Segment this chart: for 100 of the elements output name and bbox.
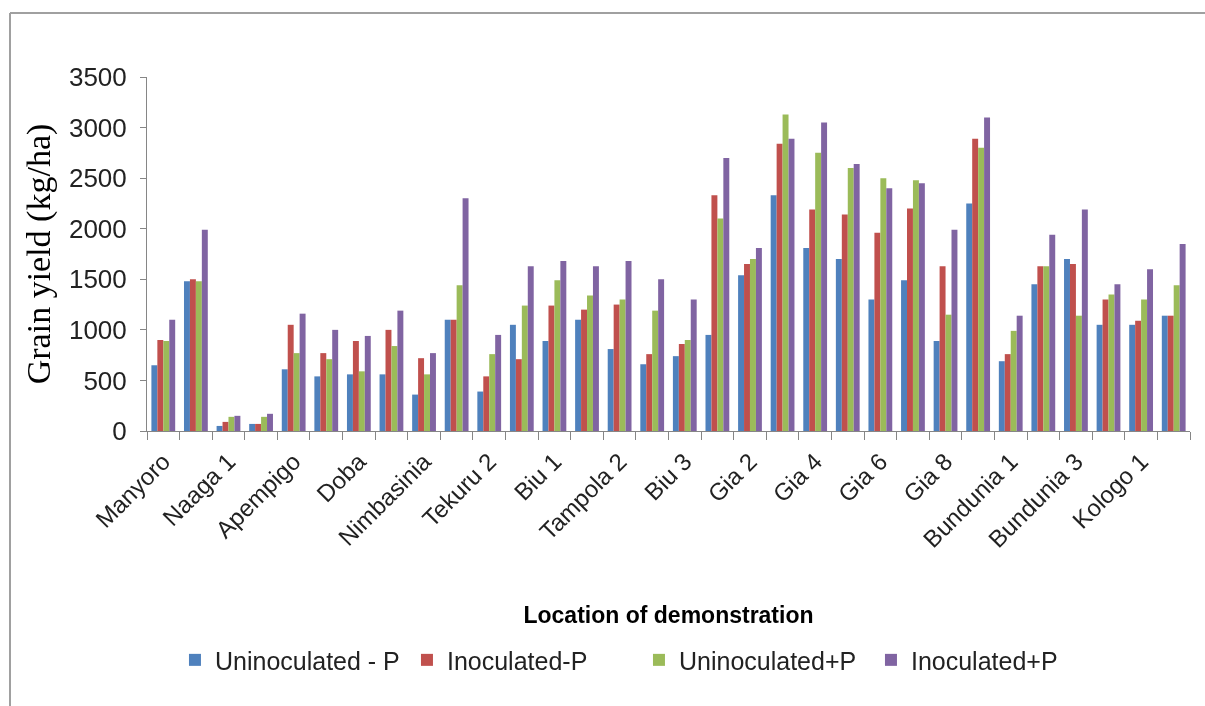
bar <box>575 319 582 431</box>
bar <box>809 209 816 431</box>
y-tick-label: 2000 <box>68 213 127 244</box>
bar <box>397 310 404 431</box>
bar <box>1037 266 1044 431</box>
bar <box>326 359 333 431</box>
bar <box>183 281 190 431</box>
bar <box>195 281 202 431</box>
bar <box>1129 324 1136 431</box>
bar <box>1167 315 1174 431</box>
bar <box>1135 320 1142 431</box>
bar <box>157 339 164 431</box>
bar <box>646 354 653 431</box>
bar <box>592 266 599 431</box>
bar <box>261 416 268 431</box>
bar <box>581 309 588 431</box>
bar <box>972 138 979 431</box>
bar <box>352 340 359 431</box>
bar <box>358 371 365 431</box>
bar <box>418 358 425 431</box>
bar <box>1102 299 1109 431</box>
bar <box>776 143 783 431</box>
bar <box>868 299 875 431</box>
bar <box>744 264 750 431</box>
bar <box>835 259 842 431</box>
bar <box>625 261 632 431</box>
bar <box>1096 324 1103 431</box>
y-tick-label: 3000 <box>68 112 127 143</box>
y-tick-label: 1000 <box>68 314 127 345</box>
legend-label: Inoculated-P <box>446 646 588 675</box>
bar <box>281 369 288 431</box>
bar <box>717 218 724 431</box>
bar <box>847 168 854 431</box>
bar <box>462 198 469 431</box>
bar <box>1010 330 1017 431</box>
bar <box>1069 264 1076 431</box>
bar <box>815 152 822 431</box>
bar <box>672 356 679 431</box>
legend-label: Uninoculated+P <box>678 646 857 675</box>
bar <box>723 157 730 431</box>
bar <box>880 178 887 431</box>
bar <box>607 349 614 431</box>
bar <box>430 353 436 431</box>
x-axis-title: Location of demonstration <box>523 602 814 629</box>
bar <box>907 208 913 431</box>
x-tick-label: Gia 2 <box>702 447 762 508</box>
bar <box>803 247 810 431</box>
bar <box>640 364 647 431</box>
bar <box>267 413 273 431</box>
bar <box>587 295 593 431</box>
bar <box>554 280 561 431</box>
bar <box>886 188 893 431</box>
bar <box>619 299 626 431</box>
bar <box>1075 315 1082 431</box>
bar <box>1043 266 1050 431</box>
bar <box>711 195 718 431</box>
bar <box>424 374 430 431</box>
legend-label: Uninoculated - P <box>214 646 400 675</box>
bar <box>379 374 386 431</box>
bar <box>521 305 528 431</box>
bar <box>364 335 371 431</box>
bar <box>495 334 502 431</box>
bar <box>912 180 919 431</box>
bar <box>483 376 490 431</box>
bar <box>1064 259 1070 431</box>
bar <box>456 285 463 431</box>
bar <box>658 279 665 431</box>
bar <box>151 365 158 431</box>
bar <box>690 299 697 431</box>
bar <box>391 346 398 431</box>
bar <box>1161 315 1168 431</box>
bar <box>201 229 208 431</box>
x-tick-label: Gia 4 <box>767 447 828 508</box>
bar <box>684 339 691 431</box>
bar <box>901 280 907 431</box>
bar <box>998 361 1005 431</box>
bar <box>782 114 789 431</box>
bar <box>749 259 756 431</box>
bar <box>1081 209 1088 431</box>
y-tick-label: 1500 <box>68 264 127 295</box>
bar <box>320 353 327 431</box>
bar <box>821 122 828 431</box>
bar <box>169 319 176 431</box>
bar <box>489 354 496 431</box>
bar <box>841 214 848 431</box>
bar <box>1004 354 1011 431</box>
bar <box>945 314 952 431</box>
bar <box>163 340 170 431</box>
y-axis-title: Grain yield (kg/ha) <box>19 123 58 385</box>
bar <box>1179 243 1186 431</box>
bar <box>939 266 946 431</box>
bar <box>1147 269 1154 431</box>
bar <box>755 247 762 431</box>
y-tick-label: 3500 <box>68 62 127 93</box>
bar <box>234 415 241 431</box>
bar <box>738 275 745 431</box>
bar <box>560 261 567 431</box>
bar <box>228 416 235 431</box>
bar <box>678 344 685 431</box>
bar <box>509 324 516 431</box>
